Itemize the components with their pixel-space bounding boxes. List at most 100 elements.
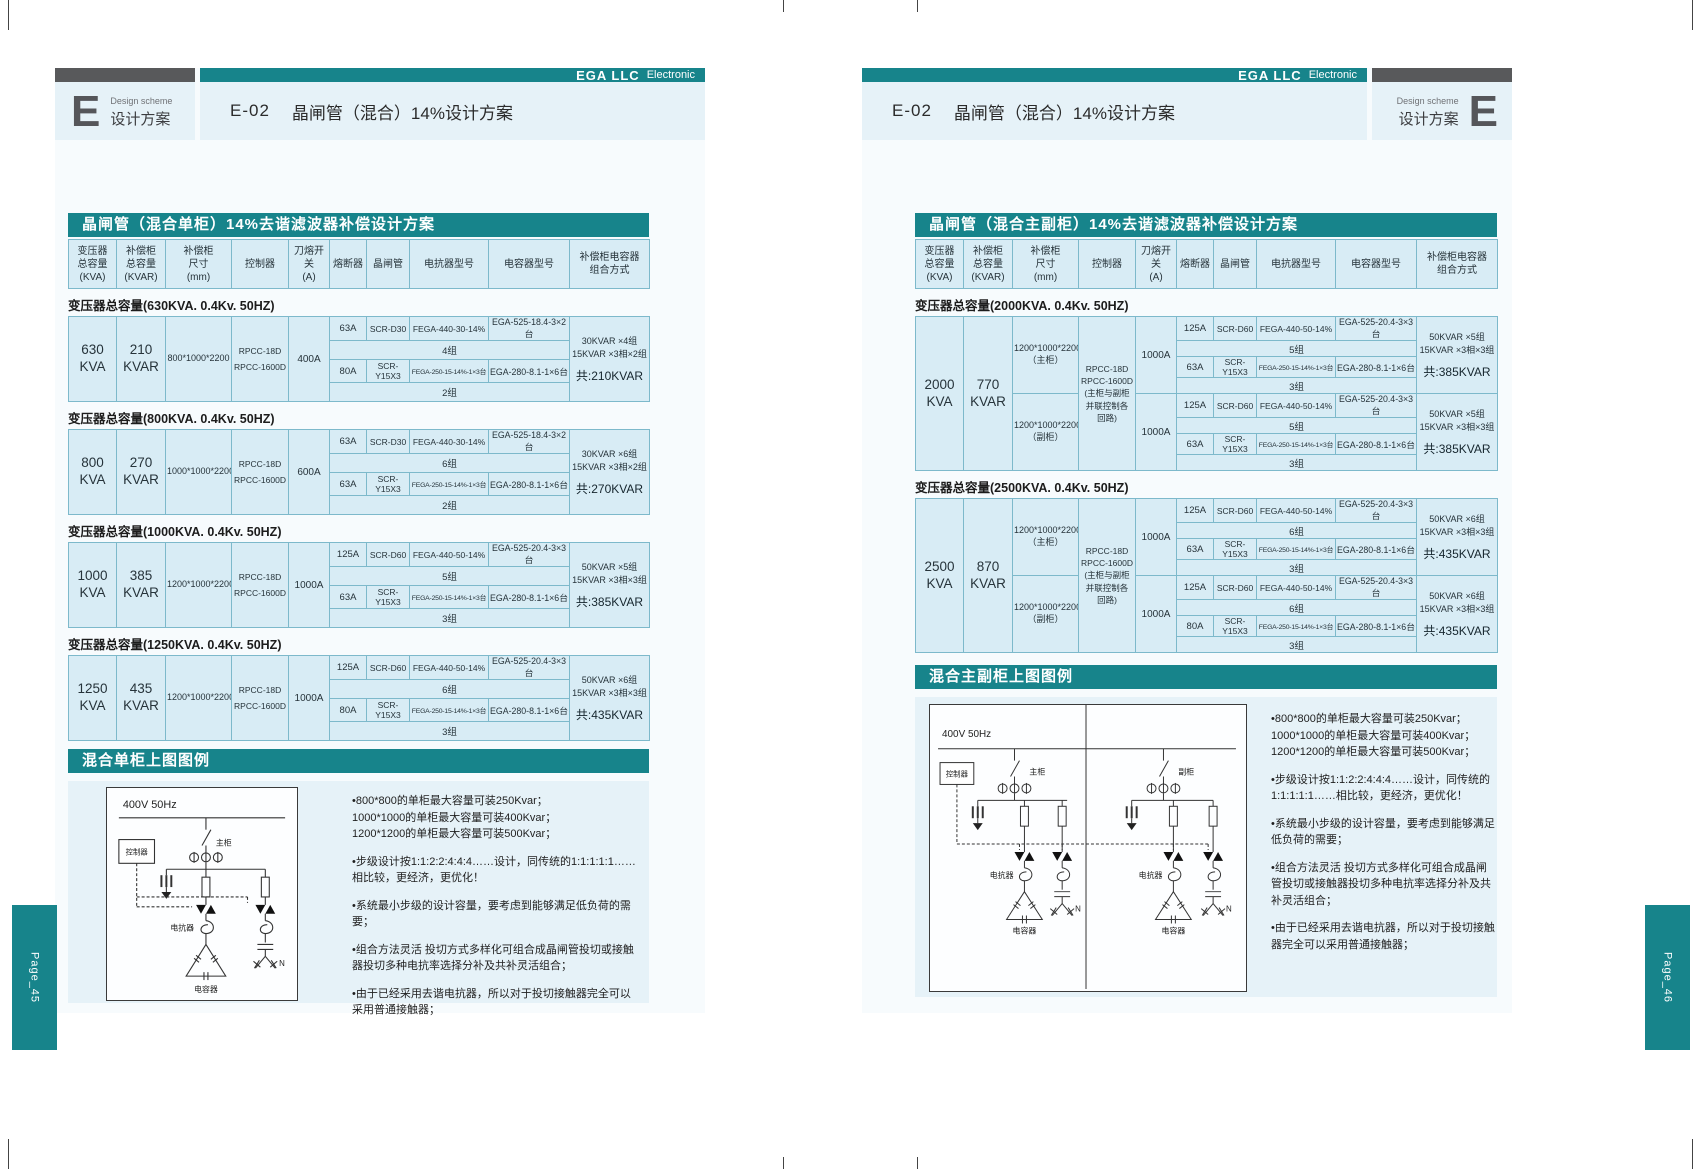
reactor-cell: FEGA-250-15-14%-1×3台 [409, 698, 489, 722]
table-title-bar: 晶闸管（混合单柜）14%去谐滤波器补偿设计方案 [68, 213, 649, 237]
reactor-cell: FEGA-250-15-14%-1×3台 [1256, 356, 1336, 378]
scr-cell: SCR-Y15X3 [366, 359, 410, 383]
fuse-cell: 80A [329, 698, 367, 722]
dims-cell: 1200*1000*2200 [165, 655, 232, 741]
spec-table: 1000 KVA 385 KVAR 1200*1000*2200 RPCC-18… [68, 542, 650, 628]
table-title-bar: 晶闸管（混合主副柜）14%去谐滤波器补偿设计方案 [915, 213, 1497, 237]
group-count-cell: 3组 [1176, 377, 1417, 394]
diagram-neutral-label: N [1075, 905, 1081, 914]
col-capacity: 补偿柜 总容量 (KVAR) [963, 239, 1013, 289]
bullet-item: •由于已经采用去谐电抗器，所以对于投切接触器完全可以采用普通接触器； [1271, 922, 1495, 951]
switch-cell: 1000A [1135, 498, 1177, 576]
page-title-code: E-02 [230, 101, 270, 120]
bullet-item: •系统最小步级的设计容量，要考虑到能够满足低负荷的需要； [352, 899, 631, 929]
combo-total: 共:385KVAR [1423, 364, 1491, 379]
combo-total: 共:270KVAR [575, 481, 644, 496]
brand-logo: EGA LLC [576, 67, 640, 83]
reactor-cell: FEGA-440-50-14% [409, 542, 489, 567]
combo-total: 共:435KVAR [575, 707, 644, 722]
capmodel-cell: EGA-280-8.1-1×6台 [1335, 538, 1417, 560]
page-title-text: 晶闸管（混合）14%设计方案 [291, 103, 513, 123]
fuse-cell: 63A [329, 472, 367, 496]
reactor-cell: FEGA-440-50-14% [1256, 575, 1336, 600]
fuse-cell: 63A [329, 316, 367, 341]
kva-cell: 2000 KVA [915, 316, 964, 471]
scr-cell: SCR-D60 [1213, 498, 1257, 523]
crop-mark [1692, 0, 1693, 30]
bullet-item: •组合方法灵活 投切方式多样化可组合成晶闸管投切或接触器投切多种电抗率选择分补及… [352, 943, 634, 973]
kvar-cell: 210 KVAR [116, 316, 166, 402]
legend-title-bar: 混合主副柜上图图例 [915, 665, 1497, 689]
page-title-text: 晶闸管（混合）14%设计方案 [953, 103, 1175, 123]
combo-cell: 50KVAR ×6组 15KVAR ×3相×3组 共:435KVAR [569, 655, 650, 741]
dims-cell: 1000*1000*2200 [165, 429, 232, 515]
section-heading: 变压器总容量(1250KVA. 0.4Kv. 50HZ) [68, 638, 282, 652]
diagram-reactor-label: 电抗器 [170, 923, 194, 933]
crop-mark [783, 1157, 784, 1169]
group-count-cell: 6组 [329, 453, 570, 473]
crop-mark [8, 0, 9, 30]
capmodel-cell: EGA-525-20.4-3×3台 [488, 655, 570, 680]
fuse-cell: 63A [329, 429, 367, 454]
spec-table-header: 变压器 总容量 (KVA) 补偿柜 总容量 (KVAR) 补偿柜 尺寸 (mm)… [915, 239, 1498, 289]
capmodel-cell: EGA-280-8.1-1×6台 [1335, 615, 1417, 637]
capmodel-cell: EGA-280-8.1-1×6台 [488, 585, 570, 609]
bullet-item: •组合方法灵活 投切方式多样化可组合成晶闸管投切或接触器投切多种电抗率选择分补及… [1271, 861, 1491, 907]
page-right: EGA LLC Electronic E-02 晶闸管（混合）14%设计方案 D… [862, 68, 1512, 1013]
group-count-cell: 5组 [1176, 417, 1417, 434]
fuse-cell: 80A [329, 359, 367, 383]
kvar-cell: 270 KVAR [116, 429, 166, 515]
reactor-cell: FEGA-250-15-14%-1×3台 [1256, 433, 1336, 455]
scr-cell: SCR-D60 [1213, 316, 1257, 341]
controller-cell: RPCC-18D RPCC-1600D (主柜与副柜 并联控制各 回路) [1078, 316, 1136, 471]
combo-total: 共:385KVAR [1423, 441, 1491, 456]
section-heading: 变压器总容量(800KVA. 0.4Kv. 50HZ) [68, 412, 275, 426]
capmodel-cell: EGA-280-8.1-1×6台 [488, 472, 570, 496]
capmodel-cell: EGA-525-20.4-3×3台 [1335, 498, 1417, 523]
page-number-left: Page_45 [28, 951, 41, 1004]
capmodel-cell: EGA-525-18.4-3×2台 [488, 316, 570, 341]
scr-cell: SCR-D60 [366, 655, 410, 680]
col-fuse: 熔断器 [329, 239, 367, 289]
dims-main-cell: 1200*1000*2200 （主柜） [1012, 316, 1079, 394]
capmodel-cell: EGA-280-8.1-1×6台 [488, 698, 570, 722]
diagram-controller-label: 控制器 [126, 846, 149, 856]
combo-lines: 50KVAR ×6组 15KVAR ×3相×3组 [1419, 590, 1495, 615]
bullet-item: •800*800的单柜最大容量可装250Kvar； 1000*1000的单柜最大… [1271, 713, 1476, 758]
scr-cell: SCR-Y15X3 [366, 698, 410, 722]
combo-lines: 50KVAR ×5组 15KVAR ×3相×3组 [1419, 331, 1495, 356]
dims-sub-cell: 1200*1000*2200 （副柜） [1012, 393, 1079, 471]
combo-lines: 30KVAR ×6组 15KVAR ×3相×2组 [572, 448, 647, 473]
switch-cell: 1000A [1135, 316, 1177, 394]
controller-cell: RPCC-18D RPCC-1600D [231, 655, 289, 741]
col-combo: 补偿柜电容器 组合方式 [1416, 239, 1498, 289]
col-reactor: 电抗器型号 [409, 239, 489, 289]
kva-cell: 2500 KVA [915, 498, 964, 653]
reactor-cell: FEGA-250-15-14%-1×3台 [409, 585, 489, 609]
group-count-cell: 2组 [329, 382, 570, 402]
reactor-cell: FEGA-440-30-14% [409, 429, 489, 454]
kva-cell: 800 KVA [68, 429, 117, 515]
kva-cell: 630 KVA [68, 316, 117, 402]
section-tab: Design scheme 设计方案 E [1372, 82, 1512, 140]
group-count-cell: 6组 [1176, 522, 1417, 539]
group-count-cell: 5组 [1176, 340, 1417, 357]
scr-cell: SCR-D30 [366, 429, 410, 454]
page-title: E-02 晶闸管（混合）14%设计方案 [862, 82, 1367, 140]
crop-mark [8, 1139, 9, 1169]
page-number-right: Page_46 [1661, 951, 1674, 1004]
controller-cell: RPCC-18D RPCC-1600D [231, 316, 289, 402]
combo-cell: 50KVAR ×5组 15KVAR ×3相×3组 共:385KVAR [569, 542, 650, 628]
crop-mark [917, 1157, 918, 1169]
combo-lines: 30KVAR ×4组 15KVAR ×3相×2组 [572, 335, 647, 360]
col-capmodel: 电容器型号 [488, 239, 570, 289]
page-left-content: 晶闸管（混合单柜）14%去谐滤波器补偿设计方案 变压器 总容量 (KVA) 补偿… [68, 213, 650, 1016]
reactor-cell: FEGA-440-50-14% [1256, 498, 1336, 523]
section-subtitle-cn: 设计方案 [1398, 110, 1459, 128]
diagram-neutral-label: N [1226, 905, 1232, 914]
section-letter: E [71, 87, 101, 136]
combo-cell: 50KVAR ×5组 15KVAR ×3相×3组 共:385KVAR [1416, 316, 1498, 394]
switch-cell: 400A [288, 316, 330, 402]
scr-cell: SCR-Y15X3 [366, 585, 410, 609]
